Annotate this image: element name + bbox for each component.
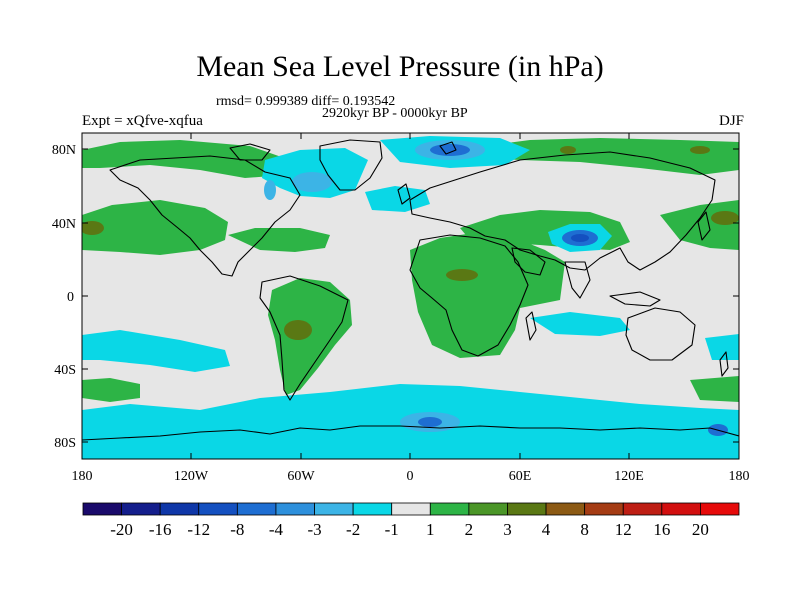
- colorbar-label-1: -16: [149, 520, 172, 539]
- lon-label-60w: 60W: [287, 469, 315, 484]
- season-label: DJF: [718, 113, 744, 129]
- colorbar-label-11: 4: [542, 520, 551, 539]
- colorbar-box-11: [507, 502, 547, 516]
- negative-region-indian-ocean: [530, 312, 630, 336]
- lat-label-40n: 40N: [52, 217, 76, 232]
- colorbar-label-4: -4: [269, 520, 284, 539]
- blue-region-greenland: [292, 172, 332, 192]
- negative-region-australia-east: [705, 334, 739, 360]
- colorbar-box-12: [545, 502, 586, 516]
- coastline-indonesia: [609, 291, 661, 307]
- colorbar-box-13: [584, 502, 624, 516]
- colorbar-box-1: [121, 502, 161, 516]
- dark-region-pacific: [82, 221, 104, 235]
- lon-label-120e: 120E: [614, 469, 644, 484]
- colorbar-box-6: [314, 502, 354, 516]
- lon-label-180e: 180: [729, 469, 750, 484]
- coastline-madagascar: [525, 311, 537, 341]
- colorbar-label-0: -20: [110, 520, 133, 539]
- colorbar-box-7: [352, 502, 393, 516]
- colorbar-box-14: [622, 502, 663, 516]
- dark-region-africa: [446, 269, 478, 281]
- colorbar-box-5: [275, 502, 315, 516]
- positive-region-north-pacific: [82, 200, 228, 255]
- lat-axis: [82, 148, 739, 443]
- colorbar-box-0: [82, 502, 122, 516]
- coastline-greenland: [319, 139, 383, 191]
- coastline-japan: [697, 211, 711, 241]
- map-plot: [82, 133, 739, 459]
- blue-region-greenland-small: [264, 180, 276, 200]
- colorbar-label-15: 20: [692, 520, 709, 539]
- negative-region-south-pacific: [82, 330, 230, 372]
- experiment-label: Expt = xQfve-xqfua: [82, 113, 203, 129]
- positive-anomaly-dark: [82, 146, 739, 340]
- colorbar-box-16: [700, 502, 740, 516]
- coastline-antarctica: [82, 425, 739, 441]
- colorbar-label-6: -2: [346, 520, 360, 539]
- coastline-africa: [409, 234, 529, 357]
- colorbar-label-2: -12: [187, 520, 210, 539]
- lat-label-80n: 80N: [52, 143, 76, 158]
- chart-title: Mean Sea Level Pressure (in hPa): [196, 50, 604, 83]
- colorbar-label-8: 1: [426, 520, 435, 539]
- lon-axis: [81, 133, 740, 459]
- colorbar-box-9: [429, 502, 470, 516]
- negative-region-atlantic: [365, 186, 430, 212]
- positive-region-north-eurasia: [470, 138, 739, 175]
- coastline-india: [564, 261, 591, 299]
- colorbar-label-3: -8: [230, 520, 244, 539]
- dark-region-south-america: [284, 320, 312, 340]
- coastline-britain: [397, 183, 411, 205]
- lat-label-80s: 80S: [54, 436, 76, 451]
- lon-label-180w: 180: [72, 469, 93, 484]
- positive-region-africa: [410, 232, 565, 358]
- stats-line: rmsd= 0.999389 diff= 0.193542: [216, 94, 396, 109]
- colorbar-boxes: [82, 502, 740, 516]
- negative-anomaly-dark: [264, 140, 728, 436]
- coastline-new-zealand: [719, 351, 729, 377]
- lat-label-0: 0: [67, 290, 74, 305]
- colorbar-box-2: [159, 502, 200, 516]
- colorbar-label-14: 16: [653, 520, 670, 539]
- lon-label-120w: 120W: [174, 469, 209, 484]
- blue-region-central-asia-core: [571, 234, 589, 242]
- blue-region-southern-ocean-core: [418, 417, 442, 427]
- coastline-arabia: [511, 247, 546, 276]
- coastline-svalbard: [439, 141, 457, 155]
- colorbar-box-10: [468, 502, 508, 516]
- positive-region-south-america: [268, 278, 352, 395]
- lon-label-60e: 60E: [509, 469, 532, 484]
- colorbar-box-4: [236, 502, 277, 516]
- positive-region-arctic: [82, 140, 290, 178]
- coastline-eurasia: [409, 151, 716, 271]
- blue-region-arctic-core: [430, 144, 470, 156]
- colorbar-label-13: 12: [615, 520, 632, 539]
- positive-region-south-pacific-west: [82, 378, 140, 402]
- lon-labels: 180 120W 60W 0 60E 120E 180: [72, 469, 750, 484]
- colorbar-box-8: [391, 502, 431, 516]
- colorbar-label-5: -3: [307, 520, 321, 539]
- colorbar-label-12: 8: [580, 520, 589, 539]
- colorbar-labels: -20 -16 -12 -8 -4 -3 -2 -1 1 2 3 4 8 12 16 20: [110, 520, 709, 539]
- period-line: 2920kyr BP - 0000kyr BP: [322, 106, 468, 121]
- colorbar-label-7: -1: [385, 520, 399, 539]
- colorbar-label-10: 3: [503, 520, 512, 539]
- colorbar-box-3: [198, 502, 238, 516]
- dark-region-arctic-east: [560, 146, 576, 154]
- positive-region-south-pacific-east: [690, 376, 739, 402]
- lat-label-40s: 40S: [54, 363, 76, 378]
- colorbar-box-15: [661, 502, 701, 516]
- colorbar-label-9: 2: [465, 520, 474, 539]
- lat-labels: 80N 40N 0 40S 80S: [52, 143, 76, 451]
- lon-label-0: 0: [407, 469, 414, 484]
- coastlines: [82, 139, 739, 441]
- dark-region-siberia: [690, 146, 710, 154]
- coastline-australia: [625, 307, 696, 361]
- coastline-arctic-canada: [229, 143, 271, 161]
- coastline-south-america: [259, 275, 349, 401]
- dark-region-east-pacific: [711, 211, 739, 225]
